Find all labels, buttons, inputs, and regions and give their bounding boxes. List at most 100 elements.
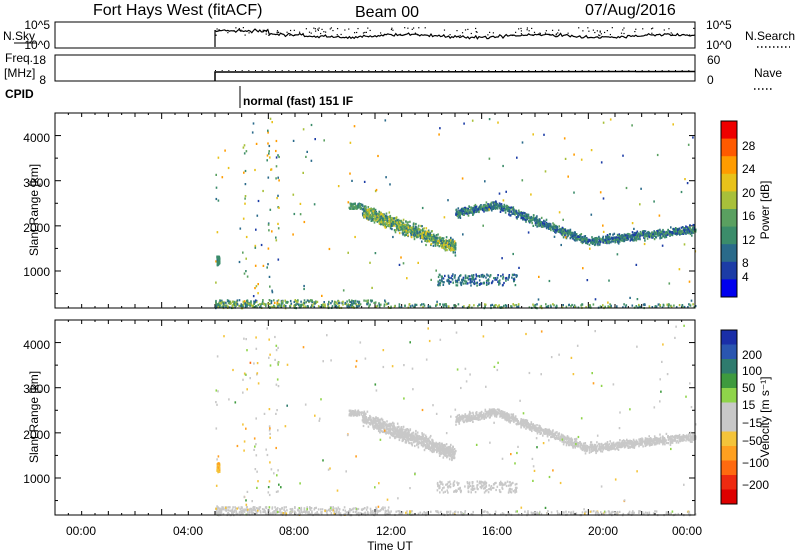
echo-point: [255, 305, 257, 308]
freq-unit-label: [MHz]: [4, 66, 35, 80]
echo-point: [664, 236, 666, 239]
cpid-label: CPID: [5, 87, 34, 101]
noise-search-dot: [652, 27, 654, 29]
echo-point: [437, 280, 439, 283]
nave-dot: [435, 70, 436, 71]
echo-point: [396, 426, 399, 429]
noise-search-dot: [539, 32, 541, 34]
nave-dot: [228, 70, 230, 71]
nave-dot: [628, 70, 630, 71]
echo-point: [450, 236, 452, 239]
echo-point: [407, 440, 409, 443]
echo-point: [331, 305, 334, 308]
nave-dot: [575, 70, 576, 71]
echo-point: [389, 183, 391, 186]
echo-point: [415, 226, 418, 229]
echo-point: [510, 206, 513, 209]
echo-point: [494, 205, 496, 208]
noise-search-dot: [555, 33, 558, 35]
echo-point: [275, 165, 278, 168]
power-colorbar-segment: [721, 156, 737, 175]
noise-search-dot: [557, 32, 559, 34]
echo-point: [409, 230, 411, 233]
echo-point: [413, 238, 416, 241]
echo-point: [591, 236, 593, 239]
echo-point: [286, 509, 288, 512]
echo-point: [293, 212, 296, 216]
echo-point: [532, 512, 534, 515]
echo-point: [549, 222, 551, 225]
echo-point: [640, 232, 643, 235]
nave-dot: [215, 70, 216, 71]
frequency-trace: [214, 70, 696, 81]
echo-point: [388, 423, 390, 426]
nave-dot: [675, 70, 676, 71]
echo-point: [310, 304, 313, 307]
echo-point: [384, 224, 387, 227]
echo-point: [567, 175, 569, 178]
echo-point: [638, 511, 640, 514]
echo-point: [349, 172, 351, 175]
echo-point: [234, 509, 236, 512]
echo-point: [221, 508, 223, 511]
echo-point: [654, 510, 656, 513]
echo-point: [586, 279, 589, 282]
echo-point: [397, 510, 399, 513]
echo-point: [320, 511, 322, 514]
echo-point: [278, 511, 280, 514]
echo-point: [345, 511, 348, 514]
echo-point: [618, 240, 621, 243]
echo-point: [636, 298, 639, 301]
echo-point: [612, 237, 614, 240]
echo-point: [351, 303, 354, 306]
echo-point: [445, 443, 448, 446]
echo-point: [502, 277, 504, 280]
echo-point: [308, 300, 310, 303]
echo-point: [478, 210, 480, 214]
echo-point: [637, 238, 639, 241]
echo-point: [471, 278, 473, 281]
echo-point: [478, 279, 481, 282]
echo-point: [381, 507, 383, 510]
echo-point: [604, 511, 607, 514]
echo-point: [255, 142, 258, 145]
echo-point: [386, 223, 389, 226]
echo-point: [471, 276, 474, 279]
echo-point: [548, 227, 550, 230]
echo-point: [622, 154, 624, 157]
echo-point: [495, 278, 498, 281]
noise-search-dot: [293, 29, 295, 31]
echo-point: [544, 170, 547, 173]
echo-point: [472, 208, 475, 211]
echo-point: [462, 282, 465, 285]
echo-point: [267, 142, 269, 145]
echo-point: [217, 156, 220, 159]
echo-point: [507, 208, 509, 211]
echo-point: [425, 243, 427, 247]
echo-point: [452, 281, 454, 284]
echo-point: [368, 218, 370, 221]
echo-point: [440, 245, 443, 248]
echo-point: [413, 305, 415, 308]
echo-point: [470, 211, 472, 214]
echo-point: [377, 154, 379, 158]
echo-point: [257, 303, 259, 307]
echo-point: [498, 304, 500, 307]
echo-point: [539, 222, 542, 226]
echo-point: [692, 136, 694, 139]
echo-point: [460, 511, 462, 514]
nave-right-tick-bottom: 0: [707, 73, 714, 87]
echo-point: [311, 510, 313, 513]
echo-point: [464, 510, 467, 513]
echo-point: [401, 511, 404, 514]
echo-point: [438, 236, 441, 239]
nave-dot: [348, 70, 350, 71]
echo-point: [270, 299, 273, 303]
echo-point: [415, 230, 417, 233]
noise-search-dot: [392, 29, 394, 31]
echo-point: [289, 508, 292, 511]
echo-point: [475, 273, 477, 276]
echo-point: [215, 281, 217, 284]
echo-point: [440, 510, 442, 513]
echo-point: [458, 210, 460, 213]
